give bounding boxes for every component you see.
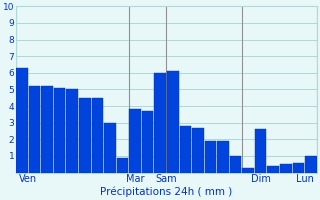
Bar bbox=[54, 88, 65, 173]
Bar bbox=[117, 158, 128, 173]
Bar bbox=[67, 89, 78, 173]
Bar bbox=[255, 129, 267, 173]
Bar bbox=[305, 156, 317, 173]
Bar bbox=[280, 164, 292, 173]
Bar bbox=[292, 163, 304, 173]
Bar bbox=[104, 123, 116, 173]
Bar bbox=[268, 166, 279, 173]
Bar bbox=[129, 109, 141, 173]
Bar bbox=[79, 98, 91, 173]
Bar bbox=[167, 71, 179, 173]
Bar bbox=[192, 128, 204, 173]
Bar bbox=[29, 86, 40, 173]
Bar bbox=[16, 68, 28, 173]
Bar bbox=[230, 156, 241, 173]
Bar bbox=[41, 86, 53, 173]
Bar bbox=[154, 73, 166, 173]
X-axis label: Précipitations 24h ( mm ): Précipitations 24h ( mm ) bbox=[100, 187, 233, 197]
Bar bbox=[142, 111, 153, 173]
Bar bbox=[217, 141, 229, 173]
Bar bbox=[180, 126, 191, 173]
Bar bbox=[242, 168, 254, 173]
Bar bbox=[92, 98, 103, 173]
Bar bbox=[205, 141, 216, 173]
